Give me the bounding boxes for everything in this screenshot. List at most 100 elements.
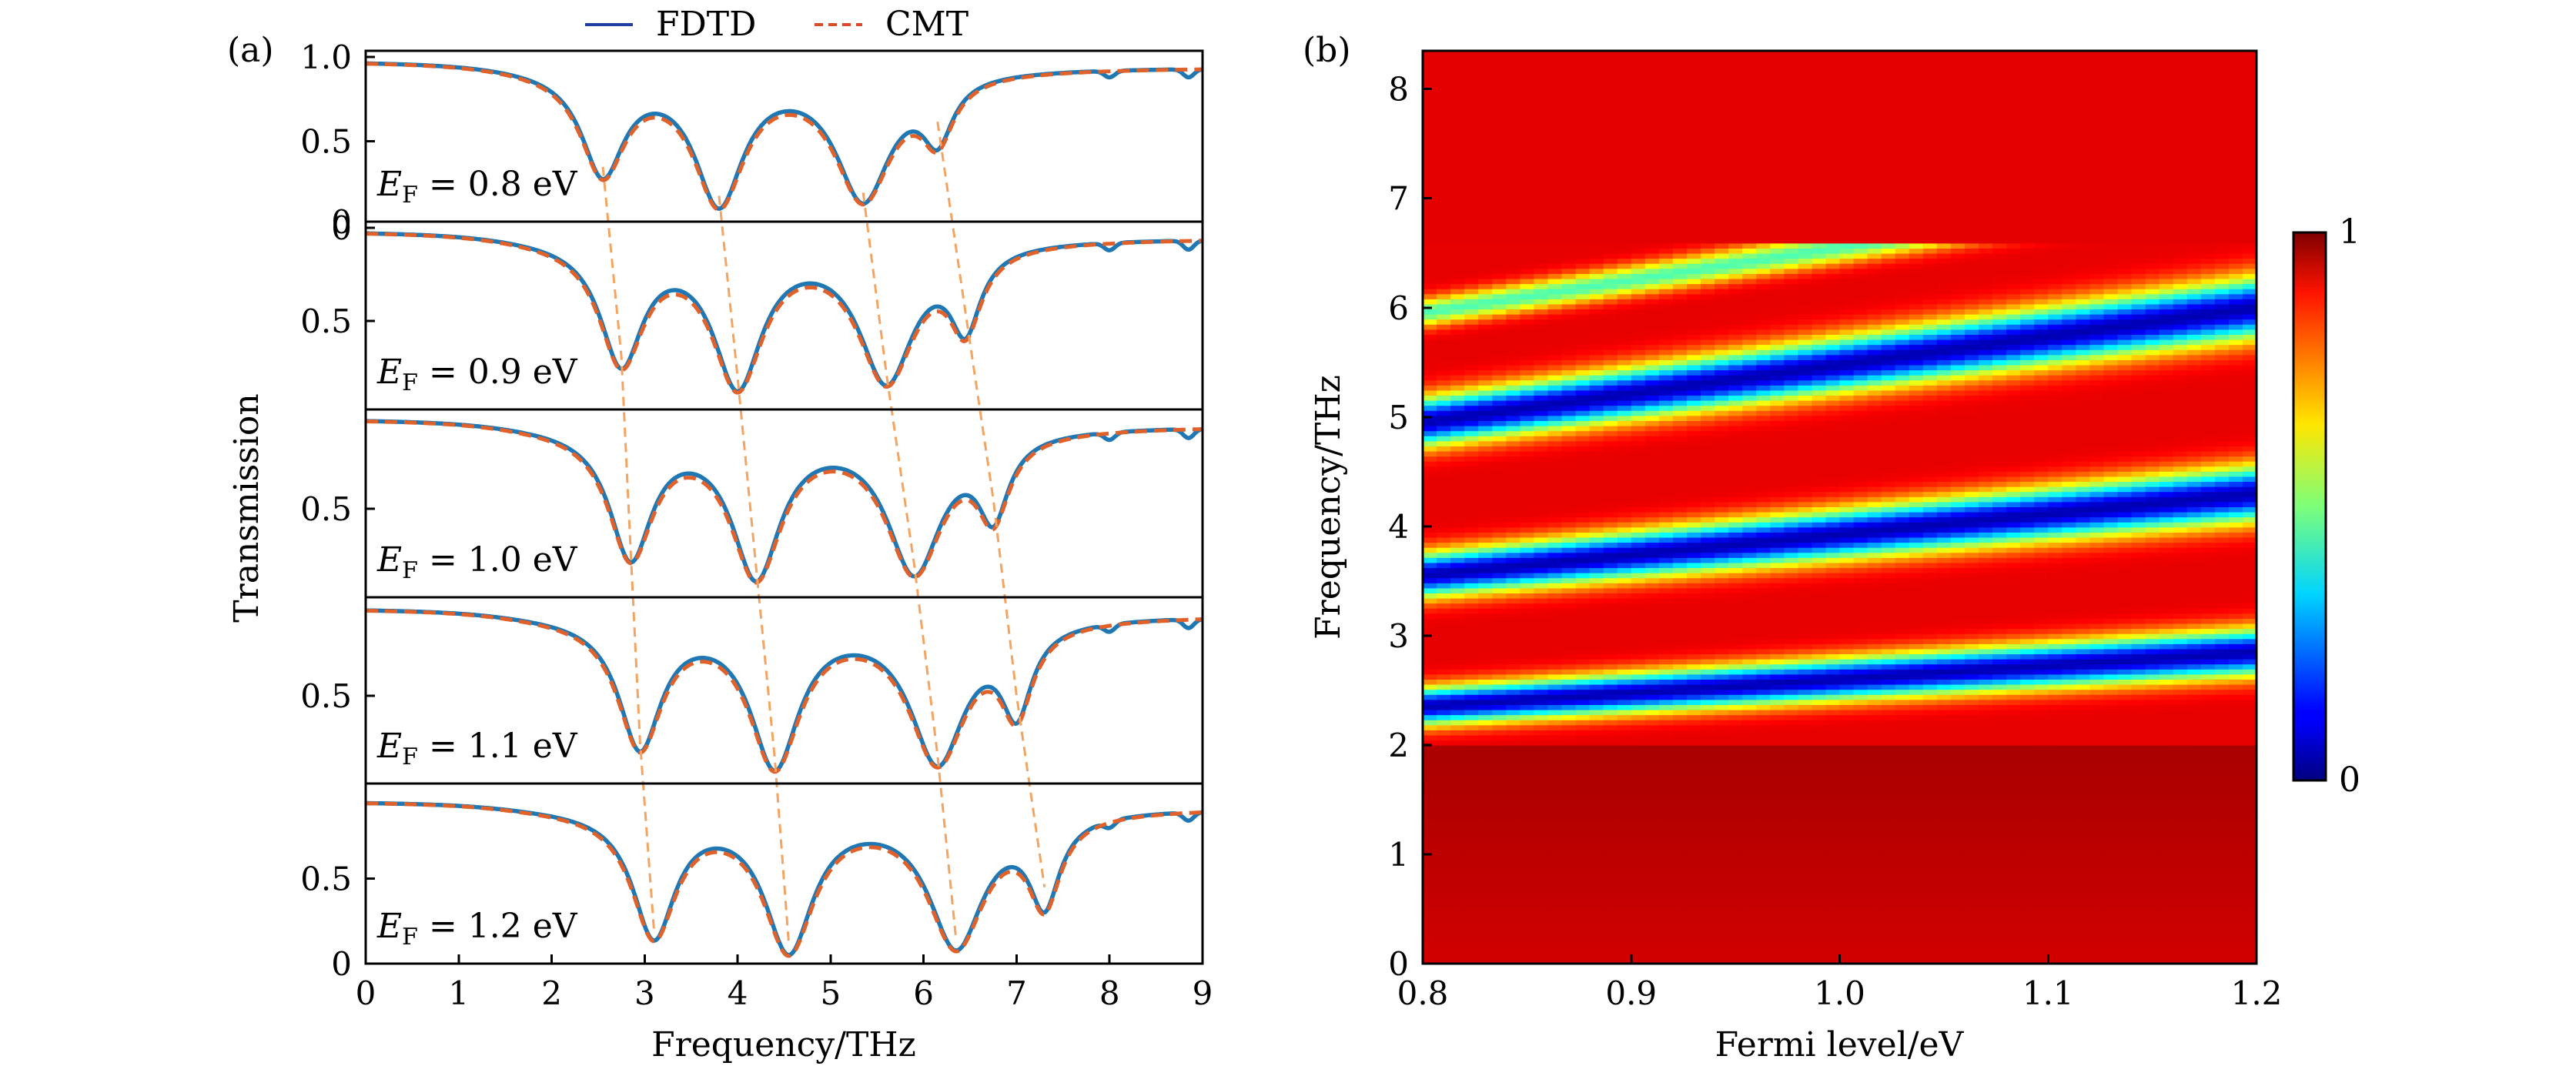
heatmap-cell <box>1589 289 1604 296</box>
heatmap-cell <box>1770 690 1785 696</box>
heatmap-cell <box>1784 406 1799 412</box>
heatmap-cell <box>1728 456 1743 463</box>
heatmap-cell <box>1756 887 1771 894</box>
heatmap-cell <box>1603 760 1618 767</box>
heatmap-cell <box>1672 598 1688 604</box>
heatmap-cell <box>1464 938 1479 944</box>
heatmap-cell <box>1547 948 1563 954</box>
heatmap-cell <box>1506 441 1521 447</box>
heatmap-cell <box>1547 385 1563 392</box>
heatmap-cell <box>1715 543 1729 549</box>
heatmap-cell <box>1672 86 1688 92</box>
heatmap-cell <box>1603 116 1618 123</box>
heatmap-cell <box>1658 578 1674 584</box>
heatmap-cell <box>1561 319 1577 326</box>
heatmap-cell <box>1770 568 1785 574</box>
heatmap-cell <box>1589 466 1604 473</box>
heatmap-cell <box>1784 61 1799 67</box>
heatmap-cell <box>1784 304 1799 310</box>
heatmap-cell <box>1561 314 1577 321</box>
heatmap-cell <box>1464 345 1479 351</box>
heatmap-cell <box>1644 821 1660 827</box>
heatmap-cell <box>1423 218 1437 224</box>
heatmap-cell <box>1644 760 1660 767</box>
heatmap-cell <box>1506 907 1521 914</box>
heatmap-cell <box>1547 137 1563 143</box>
heatmap-cell <box>1561 750 1577 757</box>
heatmap-cell <box>1437 177 1451 184</box>
heatmap-cell <box>1715 390 1729 396</box>
heatmap-cell <box>1742 852 1757 858</box>
heatmap-cell <box>1631 202 1646 209</box>
heatmap-cell <box>1756 208 1771 214</box>
heatmap-cell <box>1506 482 1521 488</box>
heatmap-cell <box>1589 907 1604 914</box>
heatmap-cell <box>1728 821 1743 827</box>
heatmap-cell <box>1492 71 1507 77</box>
heatmap-cell <box>1478 167 1494 173</box>
heatmap-cell <box>1658 750 1674 757</box>
heatmap-cell <box>1617 370 1632 376</box>
heatmap-cell <box>1423 897 1437 904</box>
heatmap-cell <box>1437 400 1451 407</box>
heatmap-cell <box>1506 623 1521 630</box>
heatmap-cell <box>1672 75 1688 82</box>
heatmap-cell <box>1423 375 1437 382</box>
heatmap-cell <box>1686 365 1701 371</box>
heatmap-cell <box>1672 827 1688 833</box>
heatmap-cell <box>1658 314 1674 321</box>
heatmap-cell <box>1464 319 1479 326</box>
heatmap-cell <box>1644 259 1660 265</box>
heatmap-cell <box>1547 760 1563 767</box>
heatmap-cell <box>1534 482 1549 488</box>
heatmap-cell <box>1617 75 1632 82</box>
heatmap-cell <box>1631 198 1646 204</box>
heatmap-cell <box>1798 370 1813 376</box>
heatmap-cell <box>1756 913 1771 919</box>
heatmap-cell <box>1478 81 1494 87</box>
heatmap-cell <box>1658 137 1674 143</box>
heatmap-cell <box>1784 867 1799 874</box>
heatmap-cell <box>1534 359 1549 366</box>
heatmap-cell <box>1534 233 1549 239</box>
heatmap-cell <box>1686 603 1701 610</box>
heatmap-cell <box>1534 162 1549 169</box>
heatmap-cell <box>1672 720 1688 727</box>
heatmap-cell <box>1478 938 1494 944</box>
heatmap-cell <box>1506 780 1521 787</box>
heatmap-cell <box>1631 659 1646 666</box>
heatmap-cell <box>1534 674 1549 680</box>
heatmap-cell <box>1506 917 1521 924</box>
heatmap-cell <box>1575 517 1591 523</box>
heatmap-cell <box>1423 796 1437 802</box>
heatmap-cell <box>1547 339 1563 346</box>
heatmap-cell <box>1575 568 1591 574</box>
heatmap-cell <box>1631 466 1646 473</box>
heatmap-cell <box>1631 603 1646 610</box>
heatmap-cell <box>1561 598 1577 604</box>
heatmap-cell <box>1770 750 1785 757</box>
heatmap-cell <box>1589 304 1604 310</box>
heatmap-cell <box>1478 126 1494 133</box>
heatmap-cell <box>1617 933 1632 939</box>
heatmap-cell <box>1644 907 1660 914</box>
heatmap-cell <box>1784 126 1799 133</box>
heatmap-cell <box>1492 674 1507 680</box>
heatmap-cell <box>1492 680 1507 686</box>
heatmap-cell <box>1784 441 1799 447</box>
heatmap-cell <box>1728 106 1743 112</box>
heatmap-cell <box>1464 436 1479 443</box>
heatmap-cell <box>1770 725 1785 731</box>
heatmap-cell <box>1742 720 1757 727</box>
heatmap-cell <box>1784 507 1799 513</box>
heatmap-cell <box>1478 897 1494 904</box>
heatmap-cell <box>1561 527 1577 533</box>
heatmap-cell <box>1798 177 1813 184</box>
heatmap-cell <box>1784 112 1799 118</box>
heatmap-cell <box>1506 578 1521 584</box>
heatmap-cell <box>1686 766 1701 772</box>
heatmap-cell <box>1784 172 1799 179</box>
heatmap-cell <box>1701 897 1715 904</box>
heatmap-cell <box>1603 745 1618 752</box>
heatmap-cell <box>1575 659 1591 666</box>
